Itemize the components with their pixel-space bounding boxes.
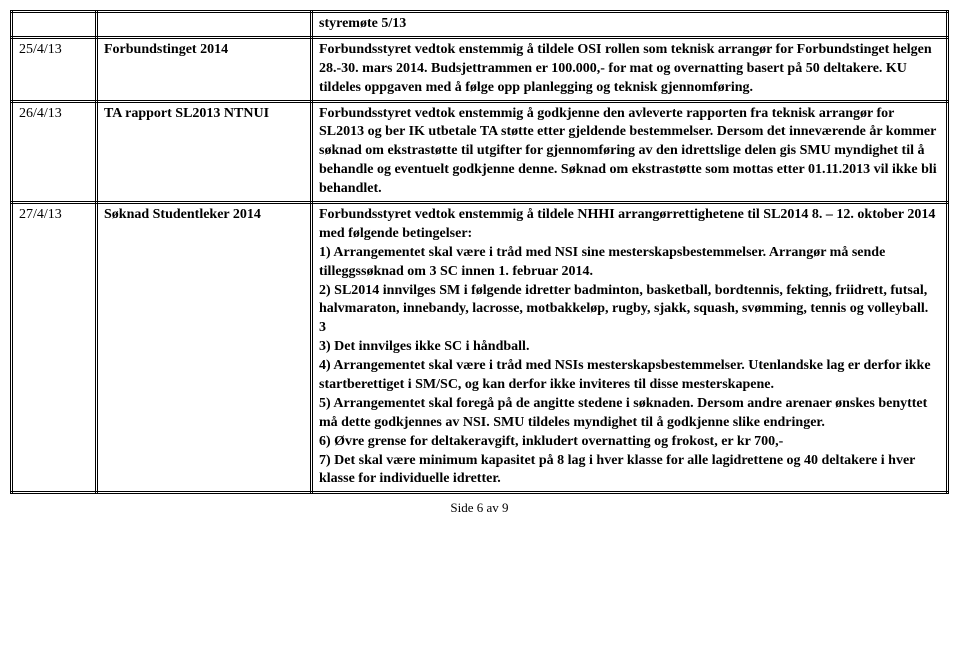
document-table: styremøte 5/13 25/4/13 Forbundstinget 20…	[10, 10, 949, 494]
table-body: styremøte 5/13 25/4/13 Forbundstinget 20…	[12, 12, 948, 493]
table-row: 27/4/13 Søknad Studentleker 2014 Forbund…	[12, 203, 948, 493]
cell-date: 26/4/13	[12, 101, 97, 202]
cell-title	[97, 12, 312, 38]
cell-date: 25/4/13	[12, 37, 97, 101]
cell-body: Forbundsstyret vedtok enstemmig å tildel…	[312, 37, 948, 101]
cell-title: Forbundstinget 2014	[97, 37, 312, 101]
table-row: 25/4/13 Forbundstinget 2014 Forbundsstyr…	[12, 37, 948, 101]
table-row: styremøte 5/13	[12, 12, 948, 38]
table-row: 26/4/13 TA rapport SL2013 NTNUI Forbunds…	[12, 101, 948, 202]
cell-title: TA rapport SL2013 NTNUI	[97, 101, 312, 202]
cell-body: Forbundsstyret vedtok enstemmig å godkje…	[312, 101, 948, 202]
cell-title: Søknad Studentleker 2014	[97, 203, 312, 493]
cell-date: 27/4/13	[12, 203, 97, 493]
cell-body: Forbundsstyret vedtok enstemmig å tildel…	[312, 203, 948, 493]
cell-date	[12, 12, 97, 38]
page-footer: Side 6 av 9	[10, 500, 949, 516]
cell-body: styremøte 5/13	[312, 12, 948, 38]
